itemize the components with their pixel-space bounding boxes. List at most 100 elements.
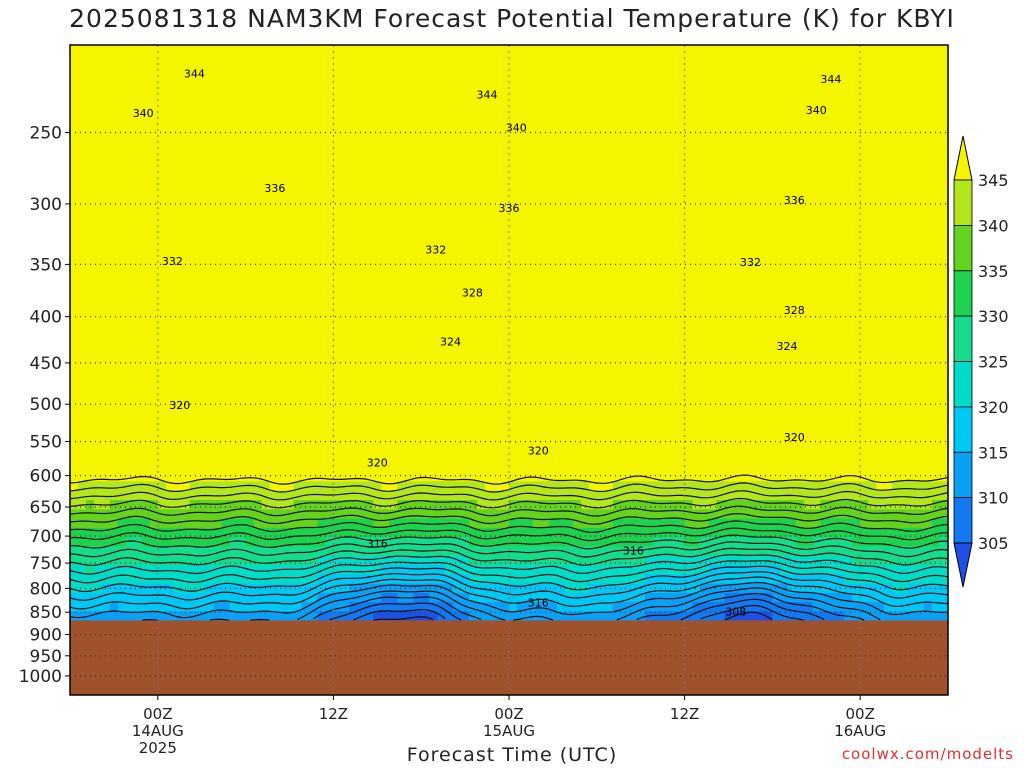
theta-fill-cell bbox=[205, 314, 215, 325]
theta-fill-cell bbox=[612, 128, 622, 139]
theta-fill-cell bbox=[652, 360, 662, 371]
theta-fill-cell bbox=[229, 286, 239, 297]
theta-fill-cell bbox=[564, 416, 574, 427]
theta-fill-cell bbox=[237, 72, 247, 83]
theta-fill-cell bbox=[93, 602, 103, 612]
theta-fill-cell bbox=[397, 565, 406, 575]
theta-fill-cell bbox=[620, 91, 630, 102]
theta-fill-cell bbox=[612, 342, 622, 352]
theta-fill-cell bbox=[70, 314, 79, 325]
theta-fill-cell bbox=[676, 110, 686, 120]
theta-fill-cell bbox=[285, 249, 295, 260]
theta-fill-cell bbox=[588, 54, 598, 65]
theta-fill-cell bbox=[141, 249, 151, 260]
theta-fill-cell bbox=[588, 537, 598, 547]
theta-fill-cell bbox=[397, 462, 406, 473]
theta-fill-cell bbox=[245, 184, 255, 195]
theta-fill-cell bbox=[229, 370, 239, 380]
theta-fill-cell bbox=[660, 407, 670, 417]
theta-fill-cell bbox=[596, 425, 606, 436]
theta-fill-cell bbox=[133, 119, 143, 130]
theta-fill-cell bbox=[660, 314, 670, 325]
theta-fill-cell bbox=[277, 230, 287, 241]
theta-fill-cell bbox=[381, 332, 390, 343]
theta-fill-cell bbox=[437, 100, 446, 111]
theta-fill-cell bbox=[556, 119, 566, 130]
theta-fill-cell bbox=[517, 435, 526, 445]
theta-fill-cell bbox=[692, 184, 702, 195]
theta-fill-cell bbox=[261, 212, 271, 222]
theta-fill-cell bbox=[596, 147, 606, 157]
theta-fill-cell bbox=[429, 462, 438, 473]
theta-fill-cell bbox=[413, 165, 422, 176]
theta-fill-cell bbox=[405, 351, 414, 362]
theta-fill-cell bbox=[101, 462, 111, 473]
theta-fill-cell bbox=[357, 258, 366, 269]
theta-fill-cell bbox=[652, 240, 662, 250]
theta-fill-cell bbox=[684, 425, 694, 436]
theta-fill-cell bbox=[365, 147, 374, 157]
theta-fill-cell bbox=[445, 425, 454, 436]
theta-fill-cell bbox=[78, 119, 87, 130]
theta-fill-cell bbox=[612, 472, 622, 482]
theta-fill-cell bbox=[133, 82, 143, 92]
theta-fill-cell bbox=[93, 592, 103, 603]
theta-fill-cell bbox=[245, 258, 255, 269]
theta-fill-cell bbox=[548, 314, 558, 325]
theta-fill-cell bbox=[461, 546, 470, 557]
theta-fill-cell bbox=[245, 175, 255, 185]
theta-fill-cell bbox=[349, 379, 358, 390]
theta-fill-cell bbox=[317, 518, 326, 529]
theta-fill-cell bbox=[453, 82, 462, 92]
theta-fill-cell bbox=[373, 314, 382, 325]
theta-fill-cell bbox=[261, 379, 271, 390]
theta-fill-cell bbox=[149, 435, 159, 445]
theta-fill-cell bbox=[429, 63, 438, 74]
theta-fill-cell bbox=[157, 388, 167, 399]
theta-fill-cell bbox=[173, 472, 183, 482]
theta-fill-cell bbox=[78, 379, 87, 390]
theta-fill-cell bbox=[165, 314, 175, 325]
theta-fill-cell bbox=[325, 110, 334, 120]
theta-fill-cell bbox=[580, 295, 590, 306]
theta-fill-cell bbox=[181, 314, 191, 325]
theta-fill-cell bbox=[293, 602, 303, 612]
theta-fill-cell bbox=[269, 555, 279, 566]
theta-fill-cell bbox=[477, 425, 486, 436]
theta-fill-cell bbox=[509, 425, 518, 436]
theta-fill-cell bbox=[125, 286, 135, 297]
theta-fill-cell bbox=[237, 592, 247, 603]
theta-fill-cell bbox=[429, 611, 438, 621]
theta-fill-cell bbox=[469, 212, 478, 222]
theta-fill-cell bbox=[141, 184, 151, 195]
theta-fill-cell bbox=[517, 286, 526, 297]
theta-fill-cell bbox=[213, 249, 223, 260]
theta-fill-cell bbox=[157, 137, 167, 148]
theta-fill-cell bbox=[70, 202, 79, 213]
theta-fill-cell bbox=[237, 472, 247, 482]
theta-fill-cell bbox=[445, 175, 454, 185]
theta-fill-cell bbox=[333, 323, 342, 334]
theta-fill-cell bbox=[660, 481, 670, 492]
theta-fill-cell bbox=[532, 397, 542, 408]
theta-fill-cell bbox=[109, 537, 119, 547]
theta-fill-cell bbox=[205, 184, 215, 195]
theta-fill-cell bbox=[261, 165, 271, 176]
theta-fill-cell bbox=[285, 277, 295, 287]
theta-fill-cell bbox=[676, 295, 686, 306]
theta-fill-cell bbox=[277, 481, 287, 492]
theta-fill-cell bbox=[189, 100, 199, 111]
theta-fill-cell bbox=[564, 91, 574, 102]
theta-fill-cell bbox=[269, 295, 279, 306]
theta-fill-cell bbox=[596, 527, 606, 538]
theta-fill-cell bbox=[708, 202, 718, 213]
theta-fill-cell bbox=[548, 45, 558, 55]
theta-fill-cell bbox=[628, 444, 638, 455]
theta-fill-cell bbox=[437, 82, 446, 92]
theta-fill-cell bbox=[684, 258, 694, 269]
theta-fill-cell bbox=[493, 212, 502, 222]
theta-fill-cell bbox=[437, 156, 446, 167]
theta-fill-cell bbox=[652, 472, 662, 482]
theta-fill-cell bbox=[149, 212, 159, 222]
theta-fill-cell bbox=[612, 100, 622, 111]
